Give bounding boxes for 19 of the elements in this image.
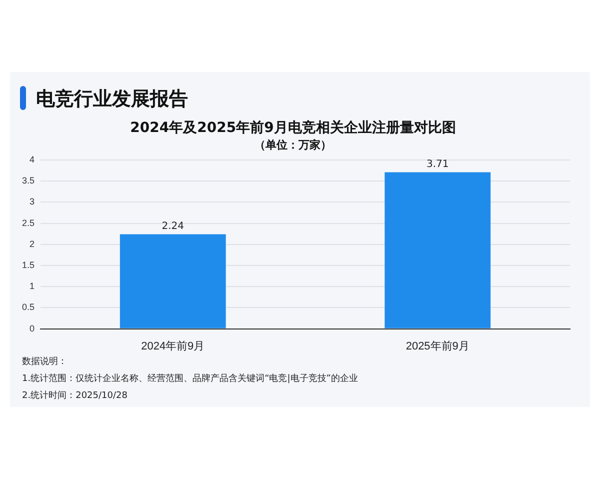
chart-title: 2024年及2025年前9月电竞相关企业注册量对比图 [130, 119, 456, 136]
y-tick-label: 3.5 [22, 176, 35, 186]
y-tick-label: 1 [29, 281, 35, 292]
chart-subtitle: （单位：万家） [254, 138, 332, 152]
y-tick-label: 2.5 [22, 218, 35, 228]
x-tick-label: 2024年前9月 [141, 340, 205, 352]
data-label: 3.71 [426, 158, 449, 170]
y-tick-label: 2 [29, 238, 35, 249]
x-tick-label: 2025年前9月 [406, 340, 470, 352]
y-tick-label: 4 [29, 154, 35, 164]
y-tick-label: 3 [29, 196, 35, 207]
y-tick-label: 0.5 [22, 302, 35, 312]
text: 电竞行业发展报告 [36, 88, 188, 110]
text: 1.统计范围：仅统计企业名称、经营范围、品牌产品含关键词“电竞|电子竞技”的企业 [22, 372, 358, 386]
text: 2.统计时间：2025/10/28 [22, 390, 128, 403]
y-tick-label: 1.5 [22, 260, 35, 270]
data-label: 2.24 [162, 220, 184, 232]
text: 数据说明： [22, 356, 68, 369]
y-tick-label: 0 [29, 323, 35, 334]
